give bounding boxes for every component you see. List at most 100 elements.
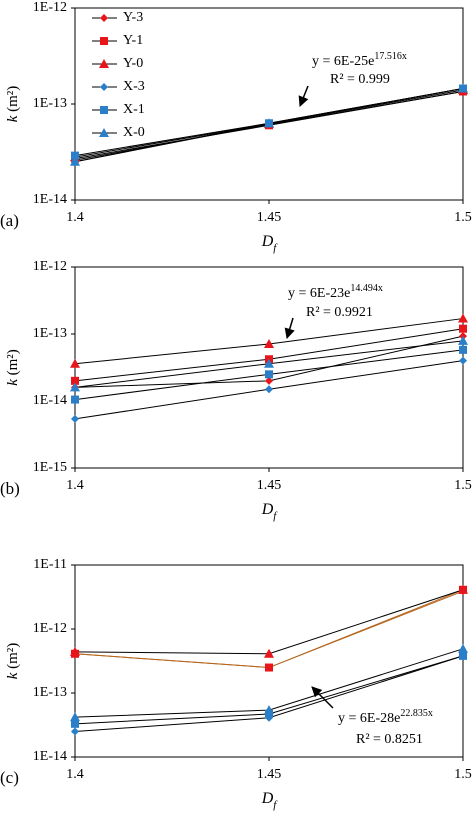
y-axis-label: k (m²)	[5, 349, 21, 386]
equation-exponent: 14.494x	[350, 283, 383, 294]
y-tick-label: 1E-13	[33, 685, 67, 700]
annotation-arrow	[298, 85, 309, 107]
equation: y = 6E-25e17.516x	[312, 51, 407, 69]
marker-triangle	[70, 712, 80, 722]
equation-exponent: 22.835x	[400, 708, 433, 719]
annotation-arrow	[311, 686, 334, 709]
panel-label: (b)	[0, 479, 20, 498]
marker-diamond	[100, 83, 108, 91]
equation: y = 6E-23e14.494x	[288, 283, 383, 301]
r-squared: R² = 0.8251	[356, 732, 423, 747]
x-axis-label: Df	[261, 501, 279, 522]
x-tick-label: 1.4	[66, 210, 84, 225]
panel: 1E-14 1E-13 1E-12 1E-11 1.4 1.45 1.5 (c) Df k (m²…	[0, 557, 472, 810]
equation-base: y = 6E-28e	[338, 711, 400, 726]
marker-diamond	[71, 414, 79, 423]
marker-triangle	[264, 705, 274, 715]
x-tick-label: 1.5	[454, 210, 472, 225]
x-label-main: D	[261, 790, 274, 807]
marker-triangle	[99, 59, 109, 68]
x-tick-label: 1.45	[257, 478, 282, 493]
marker-square	[71, 719, 79, 728]
x-label-sub: f	[273, 242, 278, 254]
marker-square	[459, 345, 467, 354]
x-label-main: D	[261, 501, 274, 518]
series-line	[74, 589, 464, 655]
x-axis-label: Df	[261, 233, 279, 254]
marker-square	[100, 37, 108, 45]
y-label-unit: (m²)	[5, 643, 21, 669]
equation-base: y = 6E-25e	[312, 54, 374, 69]
y-label-main: k	[5, 115, 21, 122]
x-tick-label: 1.4	[66, 478, 84, 493]
legend-label: X-3	[123, 79, 145, 94]
y-tick-label: 1E-14	[33, 749, 67, 764]
marker-square	[71, 151, 79, 160]
legend-label: X-1	[123, 102, 145, 117]
legend-label: Y-1	[123, 33, 143, 48]
legend-label: X-0	[123, 125, 145, 140]
marker-triangle	[458, 335, 468, 345]
y-tick-label: 1E-15	[33, 460, 67, 475]
y-tick-label: 1E-13	[33, 96, 67, 111]
marker-diamond	[459, 356, 467, 365]
marker-square	[459, 324, 467, 333]
x-axis-label: Df	[261, 790, 279, 811]
annotation-arrow	[284, 317, 295, 340]
marker-triangle	[264, 358, 274, 368]
marker-triangle	[70, 646, 80, 656]
marker-diamond	[100, 14, 108, 22]
x-label-sub: f	[273, 799, 278, 811]
marker-triangle	[264, 338, 274, 348]
marker-square	[459, 651, 467, 660]
marker-diamond	[265, 385, 273, 394]
legend-label: Y-0	[123, 56, 143, 71]
legend-label: Y-3	[123, 10, 143, 25]
panel-label: (a)	[0, 211, 19, 230]
x-tick-label: 1.45	[257, 210, 282, 225]
marker-square	[100, 106, 108, 114]
y-tick-label: 1E-13	[33, 326, 67, 341]
marker-triangle	[458, 643, 468, 653]
panel-label: (c)	[0, 768, 19, 787]
y-axis-label: k (m²)	[5, 86, 21, 123]
y-label-main: k	[5, 379, 21, 386]
y-tick-label: 1E-14	[33, 192, 67, 207]
y-tick-label: 1E-12	[33, 621, 67, 636]
marker-triangle	[264, 648, 274, 658]
marker-triangle	[458, 313, 468, 323]
x-tick-label: 1.5	[454, 767, 472, 782]
marker-diamond	[265, 376, 273, 385]
x-label-sub: f	[273, 510, 278, 522]
marker-square	[265, 370, 273, 379]
x-tick-label: 1.5	[454, 478, 472, 493]
panel: 1E-14 1E-13 1E-12 1.4 1.45 1.5 (a) Df k (m²) y = …	[0, 0, 472, 253]
x-tick-label: 1.4	[66, 767, 84, 782]
marker-triangle	[99, 128, 109, 137]
equation-exponent: 17.516x	[374, 51, 407, 62]
marker-triangle	[70, 156, 80, 166]
y-tick-label: 1E-12	[33, 259, 67, 274]
y-label-main: k	[5, 672, 21, 679]
y-axis-label: k (m²)	[5, 643, 21, 680]
r-squared: R² = 0.999	[330, 72, 390, 87]
marker-square	[71, 395, 79, 404]
marker-square	[265, 663, 273, 672]
plot-frame	[74, 564, 464, 758]
x-tick-label: 1.45	[257, 767, 282, 782]
y-tick-label: 1E-14	[33, 393, 67, 408]
marker-triangle	[458, 83, 468, 93]
marker-triangle	[70, 358, 80, 368]
marker-diamond	[71, 727, 79, 736]
marker-triangle	[70, 382, 80, 392]
marker-triangle	[458, 584, 468, 594]
marker-square	[71, 376, 79, 385]
marker-triangle	[264, 118, 274, 128]
y-label-unit: (m²)	[5, 86, 21, 112]
panel: 1E-15 1E-14 1E-13 1E-12 1.4 1.45 1.5 (b) Df k (m²…	[0, 259, 472, 521]
x-label-main: D	[261, 233, 274, 250]
equation: y = 6E-28e22.835x	[338, 708, 433, 726]
r-squared: R² = 0.9921	[306, 305, 373, 320]
y-tick-label: 1E-12	[33, 0, 67, 15]
